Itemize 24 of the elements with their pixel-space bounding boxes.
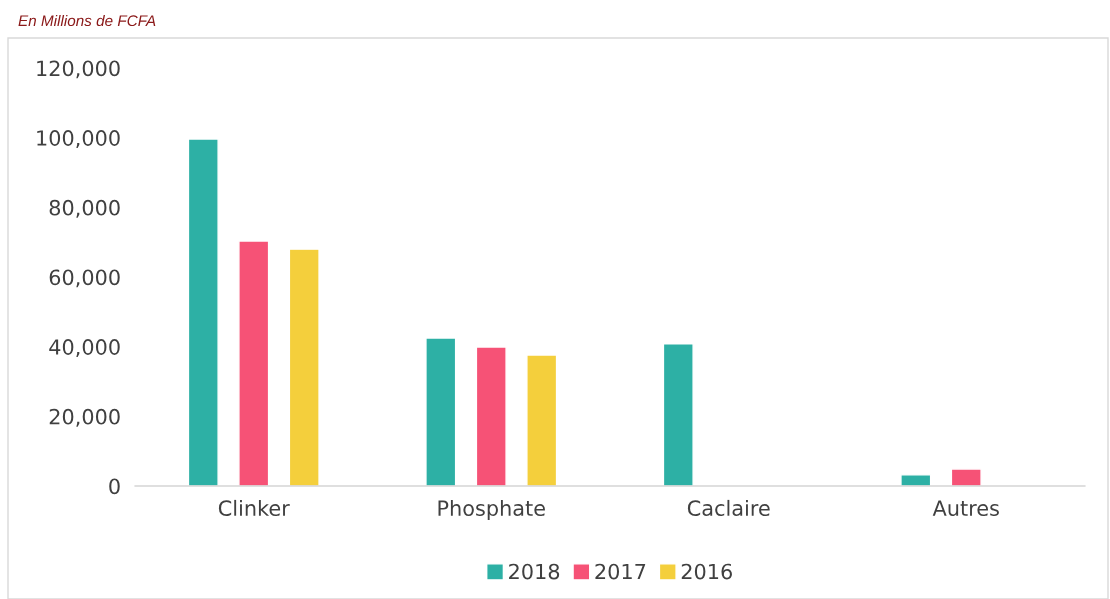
y-tick-label: 20,000	[49, 408, 120, 427]
y-tick-label: 40,000	[49, 339, 120, 357]
x-tick-label: Autres	[932, 500, 999, 517]
legend-label: 2018	[509, 563, 560, 580]
y-tick-label: 100,000	[37, 130, 120, 148]
bar	[662, 343, 694, 486]
bar	[526, 354, 558, 486]
y-tick-label: 80,000	[49, 199, 120, 218]
y-tick-label: 120,000	[37, 60, 120, 79]
bar	[950, 468, 982, 486]
legend-label: 2017	[595, 563, 646, 580]
x-tick-label: Clinker	[218, 499, 290, 517]
bar	[238, 240, 270, 486]
y-tick-label: 60,000	[49, 269, 120, 288]
text: En Millions de FCFA	[18, 14, 156, 27]
bar	[288, 248, 320, 486]
x-tick-label: Phosphate	[438, 499, 545, 521]
bar	[475, 346, 507, 486]
bar	[900, 474, 932, 486]
legend-label: 2016	[681, 563, 732, 580]
y-tick-label: 0	[109, 478, 120, 495]
x-tick-label: Caclaire	[687, 499, 770, 517]
bar	[425, 337, 457, 486]
bar	[187, 138, 219, 486]
